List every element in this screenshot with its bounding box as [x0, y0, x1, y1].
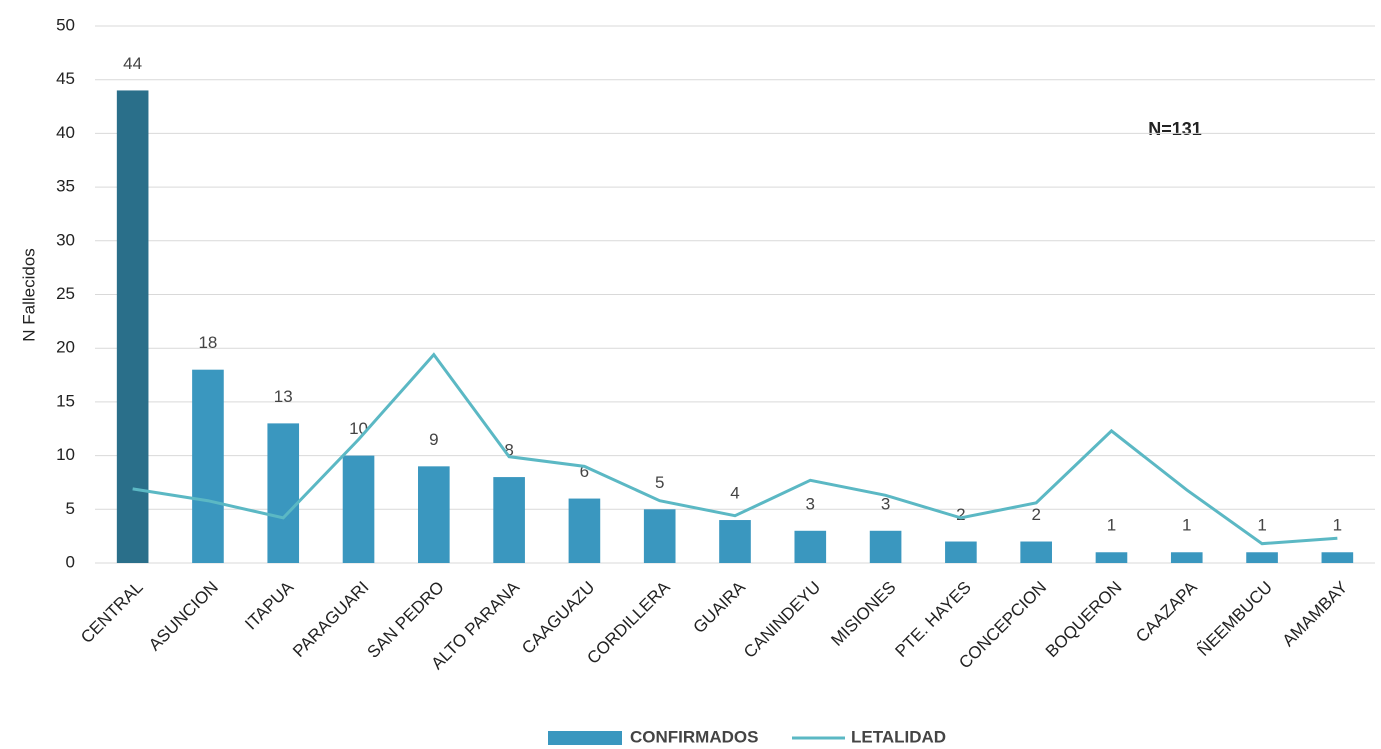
x-tick-label: GUAIRA [689, 577, 749, 637]
y-tick-label: 5 [66, 499, 75, 518]
data-label: 1 [1333, 516, 1342, 535]
bar [1321, 552, 1354, 563]
data-label: 4 [730, 484, 739, 503]
bar [719, 520, 751, 563]
data-label: 8 [504, 441, 513, 460]
data-label: 2 [1031, 505, 1040, 524]
x-tick-label: ITAPUA [241, 577, 297, 633]
bar [794, 530, 827, 563]
y-tick-label: 30 [56, 230, 75, 249]
y-tick-label: 0 [66, 552, 75, 571]
x-tick-label: ÑEEMBUCU [1194, 578, 1276, 660]
y-tick-label: 25 [56, 284, 75, 303]
data-label: 18 [198, 333, 217, 352]
y-tick-label: 45 [56, 69, 75, 88]
data-label: 44 [123, 54, 142, 73]
y-tick-label: 15 [56, 391, 75, 410]
x-tick-label: CAAGUAZU [518, 578, 598, 658]
data-label: 3 [881, 494, 890, 513]
bar [493, 477, 525, 563]
y-tick-label: 35 [56, 177, 75, 196]
data-label: 2 [956, 505, 965, 524]
bar [267, 423, 300, 563]
bar [643, 509, 676, 563]
bar [116, 90, 149, 563]
y-tick-label: 50 [56, 15, 75, 34]
data-label: 1 [1182, 516, 1191, 535]
x-tick-label: PARAGUARI [289, 578, 372, 661]
bar [418, 466, 450, 563]
legend-swatch [548, 731, 622, 745]
bar [342, 455, 375, 563]
y-tick-label: 20 [56, 338, 75, 357]
line [132, 352, 1338, 546]
bar [1170, 552, 1203, 563]
annotation: N=131 [1148, 119, 1202, 139]
data-label: 10 [349, 419, 368, 438]
data-label: 5 [655, 473, 664, 492]
data-label: 1 [1257, 516, 1266, 535]
x-tick-label: CENTRAL [77, 578, 147, 648]
bar [1020, 541, 1052, 563]
data-label: 1 [1107, 516, 1116, 535]
data-label: 3 [806, 494, 815, 513]
bar [1246, 552, 1278, 563]
data-label: 6 [580, 462, 589, 481]
x-tick-label: SAN PEDRO [364, 578, 448, 662]
x-tick-label: BOQUERON [1042, 578, 1126, 662]
bar [1095, 552, 1128, 563]
data-label: 13 [274, 387, 293, 406]
y-tick-label: 10 [56, 445, 75, 464]
bar [192, 369, 224, 563]
data-label: 9 [429, 430, 438, 449]
legend-label: LETALIDAD [851, 727, 946, 746]
y-axis-label: N Fallecidos [19, 248, 38, 342]
bar [945, 541, 977, 563]
x-tick-label: ASUNCION [145, 578, 222, 655]
x-tick-label: MISIONES [827, 578, 899, 650]
x-tick-label: PTE. HAYES [892, 578, 975, 661]
bar [869, 530, 902, 563]
y-tick-label: 40 [56, 123, 75, 142]
x-tick-label: CANINDEYU [740, 578, 824, 662]
x-tick-label: CAAZAPA [1132, 577, 1201, 646]
legend-label: CONFIRMADOS [630, 727, 758, 746]
x-tick-label: AMAMBAY [1279, 578, 1352, 651]
bar [568, 498, 601, 563]
